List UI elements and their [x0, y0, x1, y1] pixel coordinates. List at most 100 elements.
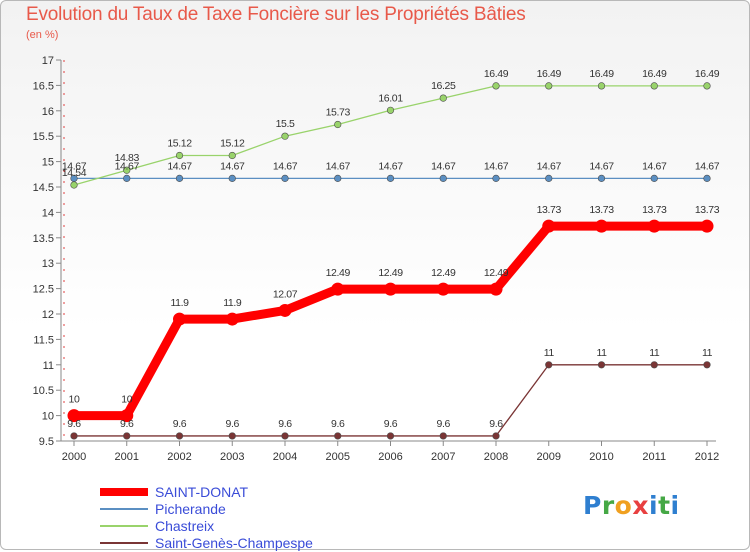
y-tick-label: 13: [42, 258, 54, 270]
data-label: 9.6: [489, 418, 503, 430]
data-point: [70, 181, 78, 189]
x-tick-label: 2011: [642, 451, 666, 463]
data-point: [386, 174, 395, 182]
x-tick-label: 2002: [167, 451, 191, 463]
data-point: [703, 174, 711, 182]
data-point: [386, 432, 395, 440]
data-point: [650, 361, 658, 369]
data-point: [439, 174, 447, 182]
data-point: [597, 174, 606, 182]
data-label: 12.49: [484, 267, 509, 279]
data-point: [123, 166, 131, 174]
data-label: 11.9: [170, 297, 189, 309]
data-label: 15.12: [220, 138, 245, 150]
data-point: [647, 219, 661, 233]
x-tick-label: 2004: [273, 451, 297, 463]
data-point: [225, 312, 239, 326]
y-tick-label: 15.5: [33, 131, 54, 143]
data-point: [281, 132, 289, 140]
data-point: [542, 219, 556, 233]
data-label: 9.6: [278, 418, 292, 430]
y-tick-label: 10.5: [33, 385, 54, 397]
data-label: 9.6: [437, 418, 451, 430]
x-tick-label: 2000: [62, 451, 86, 463]
legend-swatch: [100, 542, 148, 544]
data-point: [175, 432, 184, 440]
data-label: 14.67: [62, 160, 87, 172]
data-point: [439, 94, 447, 102]
x-tick-label: 2005: [326, 451, 350, 463]
data-label: 9.6: [120, 418, 134, 430]
data-label: 11: [544, 347, 555, 359]
data-point: [492, 432, 500, 440]
proxiti-logo: Proxiti: [583, 491, 680, 520]
data-point: [278, 303, 292, 317]
data-point: [384, 282, 397, 296]
y-tick-label: 10: [42, 411, 54, 423]
x-tick-label: 2009: [537, 451, 561, 463]
data-label: 14.67: [326, 160, 351, 172]
data-label: 14.54: [62, 167, 87, 179]
series-line-saint-donat: [69, 221, 712, 421]
y-tick-label: 14.5: [33, 182, 54, 194]
data-point: [597, 361, 606, 369]
x-tick-label: 2003: [220, 451, 244, 463]
legend-swatch: [100, 508, 148, 510]
data-label: 12.49: [378, 267, 403, 279]
x-tick-label: 2012: [695, 451, 719, 463]
data-label: 12.49: [431, 267, 456, 279]
data-label: 13.73: [642, 204, 667, 216]
data-label: 14.67: [431, 160, 456, 172]
x-tick-label: 2010: [589, 451, 613, 463]
data-point: [281, 174, 289, 182]
data-point: [650, 82, 658, 90]
chart-title: Evolution du Taux de Taxe Foncière sur l…: [26, 4, 526, 25]
data-label: 11: [649, 347, 660, 359]
data-point: [386, 106, 395, 114]
legend-label: Saint-Genès-Champespe: [155, 535, 313, 551]
data-point: [492, 82, 500, 90]
data-point: [650, 174, 658, 182]
data-label: 12.49: [326, 267, 351, 279]
data-point: [281, 432, 289, 440]
y-tick-label: 12: [42, 309, 54, 321]
data-point: [334, 120, 342, 129]
data-label: 14.67: [378, 160, 403, 172]
data-point: [597, 82, 606, 90]
data-label: 9.6: [67, 418, 81, 430]
data-point: [331, 282, 345, 296]
data-label: 11.9: [223, 297, 242, 309]
data-label: 9.6: [331, 418, 345, 430]
y-tick-label: 12.5: [33, 284, 54, 296]
data-label: 14.67: [115, 160, 140, 172]
x-tick-label: 2007: [431, 451, 455, 463]
y-tick-label: 15: [42, 157, 54, 169]
data-point: [545, 82, 553, 90]
data-label: 9.6: [226, 418, 240, 430]
data-point: [70, 432, 78, 440]
data-point: [545, 174, 553, 182]
chart-subtitle: (en %): [26, 29, 59, 41]
legend-swatch: [100, 488, 148, 496]
data-point: [173, 312, 186, 326]
legend-label: Picherande: [155, 501, 226, 517]
x-tick-label: 2008: [484, 451, 508, 463]
data-label: 14.67: [589, 160, 614, 172]
y-tick-label: 16.5: [33, 80, 54, 92]
data-label: 16.01: [378, 92, 403, 104]
data-label: 14.67: [642, 160, 667, 172]
data-label: 16.49: [537, 68, 562, 80]
data-label: 11: [596, 347, 607, 359]
data-point: [175, 151, 184, 160]
x-tick-label: 2006: [378, 451, 402, 463]
legend-label: SAINT-DONAT: [155, 484, 249, 500]
data-point: [334, 432, 342, 440]
data-label: 13.73: [589, 204, 614, 216]
data-label: 14.67: [695, 160, 720, 172]
legend-swatch: [100, 525, 148, 527]
data-label: 15.73: [326, 107, 351, 119]
data-point: [545, 361, 553, 369]
data-label: 14.83: [115, 152, 140, 164]
